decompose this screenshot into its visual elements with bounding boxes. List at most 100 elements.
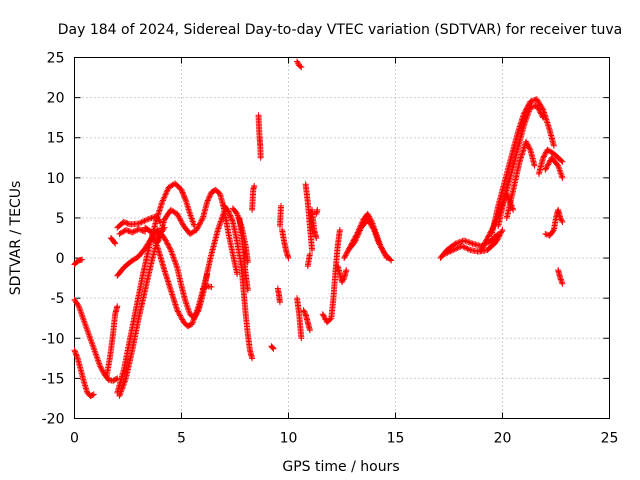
data-point xyxy=(119,384,126,391)
data-point xyxy=(164,241,171,248)
data-point xyxy=(251,182,258,189)
data-point xyxy=(194,224,201,231)
data-series-segment xyxy=(294,295,305,342)
data-point xyxy=(225,208,232,215)
data-point xyxy=(538,110,545,117)
data-point xyxy=(163,190,170,197)
data-point xyxy=(298,64,305,71)
data-point xyxy=(458,238,465,245)
data-point xyxy=(485,232,492,239)
data-point xyxy=(343,249,350,256)
data-point xyxy=(454,245,461,252)
data-point xyxy=(498,229,505,236)
data-point xyxy=(376,241,383,248)
data-point xyxy=(159,197,166,204)
data-point xyxy=(557,216,564,223)
data-series-segment xyxy=(199,283,215,292)
data-point xyxy=(461,244,468,251)
chart-title: Day 184 of 2024, Sidereal Day-to-day VTE… xyxy=(58,22,622,38)
data-point xyxy=(193,309,200,316)
data-point xyxy=(179,316,186,323)
data-point xyxy=(479,244,486,251)
data-point xyxy=(114,375,121,382)
data-point xyxy=(197,218,204,225)
data-point xyxy=(465,239,472,246)
data-point xyxy=(314,206,321,213)
data-point xyxy=(351,239,358,246)
data-point xyxy=(443,250,450,257)
data-point xyxy=(509,205,516,212)
data-point xyxy=(178,218,185,225)
data-point xyxy=(531,162,538,169)
y-tick-label: -5 xyxy=(51,291,65,307)
data-point xyxy=(191,314,198,321)
data-point xyxy=(520,110,527,117)
y-tick-label: 15 xyxy=(47,131,65,147)
data-point xyxy=(181,193,188,200)
data-point xyxy=(149,230,156,237)
data-point xyxy=(276,299,283,306)
data-point xyxy=(453,245,460,252)
data-point xyxy=(466,239,473,246)
data-point xyxy=(480,241,487,248)
data-point xyxy=(452,240,459,247)
data-point xyxy=(226,211,233,218)
data-point xyxy=(148,214,155,221)
data-point xyxy=(450,247,457,254)
data-point xyxy=(164,187,171,194)
data-series-segment xyxy=(279,226,292,262)
data-point xyxy=(74,353,81,360)
data-point xyxy=(482,239,489,246)
data-point xyxy=(542,150,549,157)
data-point xyxy=(375,239,382,246)
data-point xyxy=(285,255,292,262)
data-point xyxy=(270,345,277,352)
data-point xyxy=(117,390,124,397)
data-point xyxy=(455,239,462,246)
y-tick-label: -15 xyxy=(42,371,65,387)
data-point xyxy=(550,228,557,235)
data-point xyxy=(301,308,308,315)
data-series-segment xyxy=(221,202,256,362)
data-point xyxy=(544,162,551,169)
data-point xyxy=(120,381,127,388)
data-point xyxy=(179,220,186,227)
data-point xyxy=(121,378,128,385)
data-point xyxy=(182,195,189,202)
data-point xyxy=(495,233,502,240)
data-point xyxy=(152,238,159,245)
data-point xyxy=(118,387,125,394)
data-point xyxy=(116,393,123,400)
data-point xyxy=(352,237,359,244)
data-point xyxy=(159,198,166,205)
data-point xyxy=(535,105,542,112)
data-point xyxy=(191,313,198,320)
data-point xyxy=(557,214,564,221)
data-point xyxy=(343,267,350,274)
data-point xyxy=(154,243,161,250)
data-series-segment xyxy=(542,154,566,181)
data-point xyxy=(196,221,203,228)
data-point xyxy=(151,236,158,243)
data-series-segment xyxy=(535,146,566,177)
data-point xyxy=(133,227,140,234)
data-point xyxy=(380,248,387,255)
data-point xyxy=(558,277,565,284)
data-point xyxy=(523,138,530,145)
data-point xyxy=(557,275,564,282)
data-point xyxy=(495,235,502,241)
data-point xyxy=(441,251,448,258)
data-point xyxy=(227,212,234,219)
data-point xyxy=(194,306,201,313)
data-point xyxy=(537,109,544,116)
data-point xyxy=(554,161,561,168)
data-point xyxy=(90,391,97,398)
data-point xyxy=(559,280,566,287)
data-point xyxy=(130,228,137,235)
data-point xyxy=(535,106,542,113)
axis-ticks: 0 5 10 15 20 25 -20 -15 -10 -5 0 5 10 15 20 25 xyxy=(42,51,619,447)
data-series-segment xyxy=(107,235,119,247)
y-tick-label: -10 xyxy=(42,331,65,347)
grid xyxy=(74,57,610,419)
data-point xyxy=(168,248,175,255)
